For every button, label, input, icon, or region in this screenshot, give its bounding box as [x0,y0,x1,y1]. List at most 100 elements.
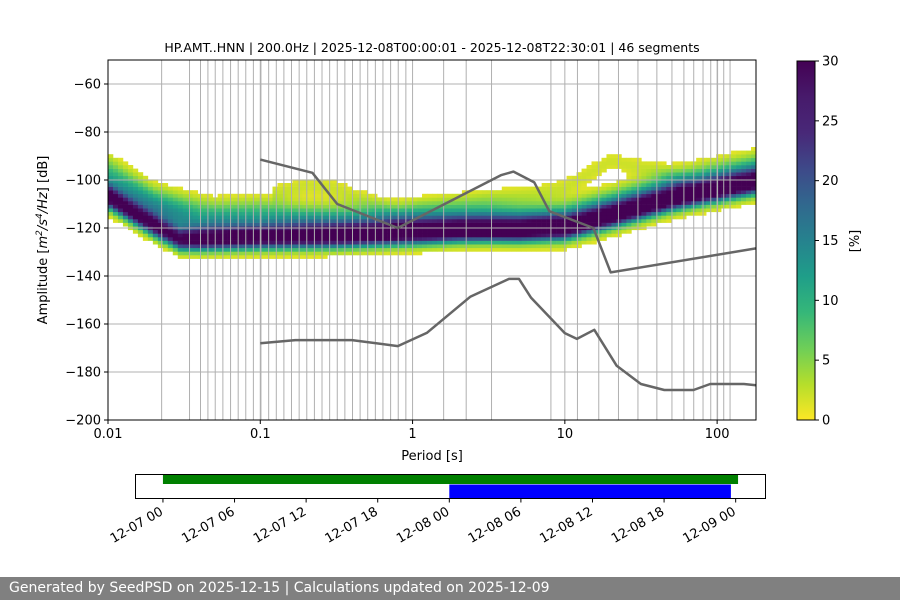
psd-cell [237,211,243,216]
psd-cell [601,211,607,216]
psd-cell [262,208,268,213]
psd-cell [242,244,248,249]
psd-cell [422,219,428,223]
psd-cell [456,222,463,227]
psd-cell [591,186,597,191]
psd-cell [232,208,238,213]
psd-cell [172,240,179,245]
psd-cell [382,233,388,238]
grid-lines [108,60,756,420]
psd-cell [646,215,652,220]
psd-cell [177,244,184,249]
psd-cell [581,168,587,173]
colorbar-tick-label: 5 [822,354,830,369]
psd-cell [147,193,154,198]
psd-cell [701,175,707,180]
psd-cell [387,237,393,241]
psd-cell [432,215,438,220]
psd-cell [701,168,707,173]
psd-cell [686,172,692,177]
psd-cell [297,222,303,227]
psd-cell [277,186,283,191]
psd-cell [272,204,278,209]
psd-cell [481,215,488,220]
psd-cell [202,201,208,205]
psd-cell [711,179,717,184]
psd-cell [666,208,672,213]
psd-cell [671,165,677,169]
psd-cell [332,233,338,238]
psd-cell [247,193,253,198]
psd-cell [551,244,557,249]
psd-cell [302,211,308,216]
psd-cell [481,201,488,205]
psd-cell [751,172,756,177]
psd-cell [108,215,114,220]
psd-cell [616,208,622,213]
psd-cell [422,247,428,252]
psd-cell [481,247,488,252]
psd-cell [511,193,518,198]
psd-cell [422,201,428,205]
psd-cell [237,204,243,209]
psd-cell [217,201,223,205]
psd-cell [402,240,408,245]
psd-cell [267,233,273,238]
psd-cell [297,237,303,241]
psd-cell [322,244,328,249]
psd-cell [526,197,532,202]
psd-cell [716,208,722,213]
psd-cell [417,233,423,238]
psd-cell [162,233,169,238]
psd-cell [566,190,572,195]
psd-cell [127,211,134,216]
psd-cell [646,168,652,173]
psd-cell [521,186,527,191]
psd-cell [536,229,542,234]
psd-cell [262,219,268,223]
psd-cell [511,244,518,249]
psd-cell [701,157,707,162]
psd-cell [511,197,518,202]
psd-cell [262,197,268,202]
psd-cell [696,172,702,177]
psd-cell [262,251,268,256]
psd-cell [272,219,278,223]
psd-cell [581,172,587,177]
psd-cell [242,240,248,245]
psd-cell [217,215,223,220]
psd-cell [222,233,228,238]
psd-cell [521,215,527,220]
psd-cell [147,229,154,234]
psd-cell [307,179,313,184]
psd-cell [387,204,393,209]
psd-cell [606,215,612,220]
psd-cell [476,219,483,223]
psd-cell [631,186,637,191]
psd-cell [272,255,278,259]
psd-cell [222,240,228,245]
psd-cell [506,201,513,205]
psd-cell [362,229,368,234]
psd-cell [581,179,587,184]
psd-cell [561,179,567,184]
psd-cell [232,211,238,216]
psd-cell [636,175,642,180]
psd-cell [152,179,159,184]
psd-cell [651,179,657,184]
psd-cell [626,211,632,216]
psd-cell [122,179,129,184]
psd-cell [746,193,752,198]
psd-cell [187,237,194,241]
psd-cell [292,211,298,216]
psd-cell [526,240,532,245]
psd-cell [656,215,662,220]
psd-cell [741,154,747,159]
psd-cell [591,211,597,216]
psd-cell [202,215,208,220]
psd-cell [147,211,154,216]
psd-cell [352,211,358,216]
psd-cell [182,244,189,249]
psd-cell [461,204,468,209]
psd-cell [392,240,398,245]
